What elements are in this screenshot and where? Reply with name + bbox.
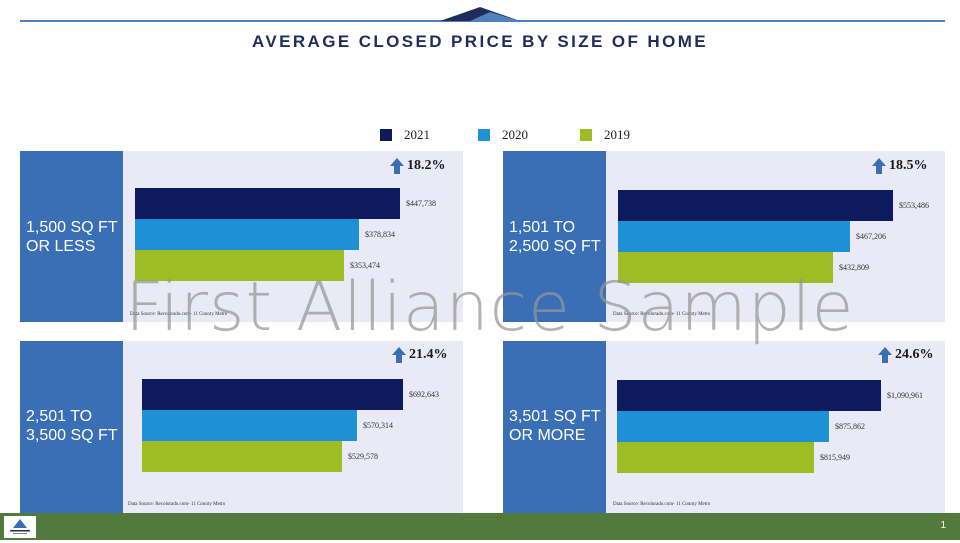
chart-panel-1500-or-less: 1,500 SQ FT OR LESS 18.2% $447,738 $378,8…	[20, 151, 463, 322]
panel-label-line1: 1,501 TO	[509, 219, 576, 236]
change-percent: 18.2%	[407, 158, 446, 173]
bar-2020	[135, 219, 359, 250]
bar-2021	[618, 190, 893, 221]
legend-swatch-2019	[580, 129, 592, 141]
panel-label-line2: OR MORE	[509, 427, 586, 444]
data-source-note: Data Source: Recolorado.com- 11 County M…	[613, 502, 711, 507]
panel-label-line1: 2,501 TO	[26, 408, 93, 425]
bar-value-label-2021: $1,090,961	[887, 391, 923, 400]
up-arrow-icon	[878, 347, 892, 363]
bar-2021	[135, 188, 400, 219]
legend-swatch-2021	[380, 129, 392, 141]
data-source-note: Data Source: Recolorado.com- 11 County M…	[613, 312, 711, 317]
bar-value-label-2019: $529,578	[348, 452, 378, 461]
panel-label-line1: 1,500 SQ FT	[26, 219, 118, 236]
legend-item-2019: 2019	[580, 127, 630, 143]
bar-value-label-2021: $692,643	[409, 390, 439, 399]
panel-category-label: 1,500 SQ FT OR LESS	[20, 151, 123, 322]
legend-label-2021: 2021	[404, 127, 430, 142]
bar-value-label-2021: $553,486	[899, 201, 929, 210]
up-arrow-icon	[872, 158, 886, 174]
panel-label-line2: 3,500 SQ FT	[26, 427, 118, 444]
change-indicator: 18.2%	[390, 158, 446, 174]
panel-label-line2: OR LESS	[26, 238, 96, 255]
bar-value-label-2020: $875,862	[835, 422, 865, 431]
bar-2021	[142, 379, 403, 410]
legend-item-2021: 2021	[380, 127, 430, 143]
logo-mark-icon	[10, 519, 30, 534]
bar-value-label-2020: $467,206	[856, 232, 886, 241]
bar-value-label-2019: $815,949	[820, 453, 850, 462]
legend-swatch-2020	[478, 129, 490, 141]
bar-2019	[135, 250, 344, 281]
bar-2020	[142, 410, 357, 441]
header-peak-shape	[440, 7, 520, 21]
data-source-note: Data Source: Recolorado.com- 11 County M…	[128, 502, 226, 507]
bar-value-label-2020: $378,834	[365, 230, 395, 239]
change-percent: 24.6%	[895, 347, 934, 362]
up-arrow-icon	[392, 347, 406, 363]
legend-label-2019: 2019	[604, 127, 630, 142]
change-indicator: 21.4%	[392, 347, 448, 363]
bar-2019	[617, 442, 814, 473]
footer-bar	[0, 513, 960, 540]
page-number: 1	[940, 520, 946, 531]
bar-2019	[142, 441, 342, 472]
company-logo	[4, 516, 36, 538]
chart-panel-3501-or-more: 3,501 SQ FT OR MORE 24.6% $1,090,961 $875…	[503, 341, 945, 513]
chart-panel-2501-to-3500: 2,501 TO 3,500 SQ FT 21.4% $692,643 $570,…	[20, 341, 463, 513]
change-percent: 18.5%	[889, 158, 928, 173]
bar-2019	[618, 252, 833, 283]
bar-2020	[618, 221, 850, 252]
panel-label-line2: 2,500 SQ FT	[509, 238, 601, 255]
bar-value-label-2020: $570,314	[363, 421, 393, 430]
change-indicator: 24.6%	[878, 347, 934, 363]
change-indicator: 18.5%	[872, 158, 928, 174]
page-title: AVERAGE CLOSED PRICE BY SIZE OF HOME	[251, 32, 709, 51]
watermark-text: First Alliance Sample	[125, 268, 855, 347]
panel-label-line1: 3,501 SQ FT	[509, 408, 601, 425]
legend-item-2020: 2020	[478, 127, 528, 143]
up-arrow-icon	[390, 158, 404, 174]
bar-2021	[617, 380, 881, 411]
data-source-note: Data Source: Recolorado.com- 11 County M…	[130, 312, 228, 317]
bar-value-label-2021: $447,738	[406, 199, 436, 208]
chart-panel-1501-to-2500: 1,501 TO 2,500 SQ FT 18.5% $553,486 $467,…	[503, 151, 945, 322]
bar-value-label-2019: $432,809	[839, 263, 869, 272]
panel-category-label: 3,501 SQ FT OR MORE	[503, 341, 606, 513]
panel-category-label: 2,501 TO 3,500 SQ FT	[20, 341, 123, 513]
change-percent: 21.4%	[409, 347, 448, 362]
bar-2020	[617, 411, 829, 442]
panel-category-label: 1,501 TO 2,500 SQ FT	[503, 151, 606, 322]
legend-label-2020: 2020	[502, 127, 528, 142]
bar-value-label-2019: $353,474	[350, 261, 380, 270]
